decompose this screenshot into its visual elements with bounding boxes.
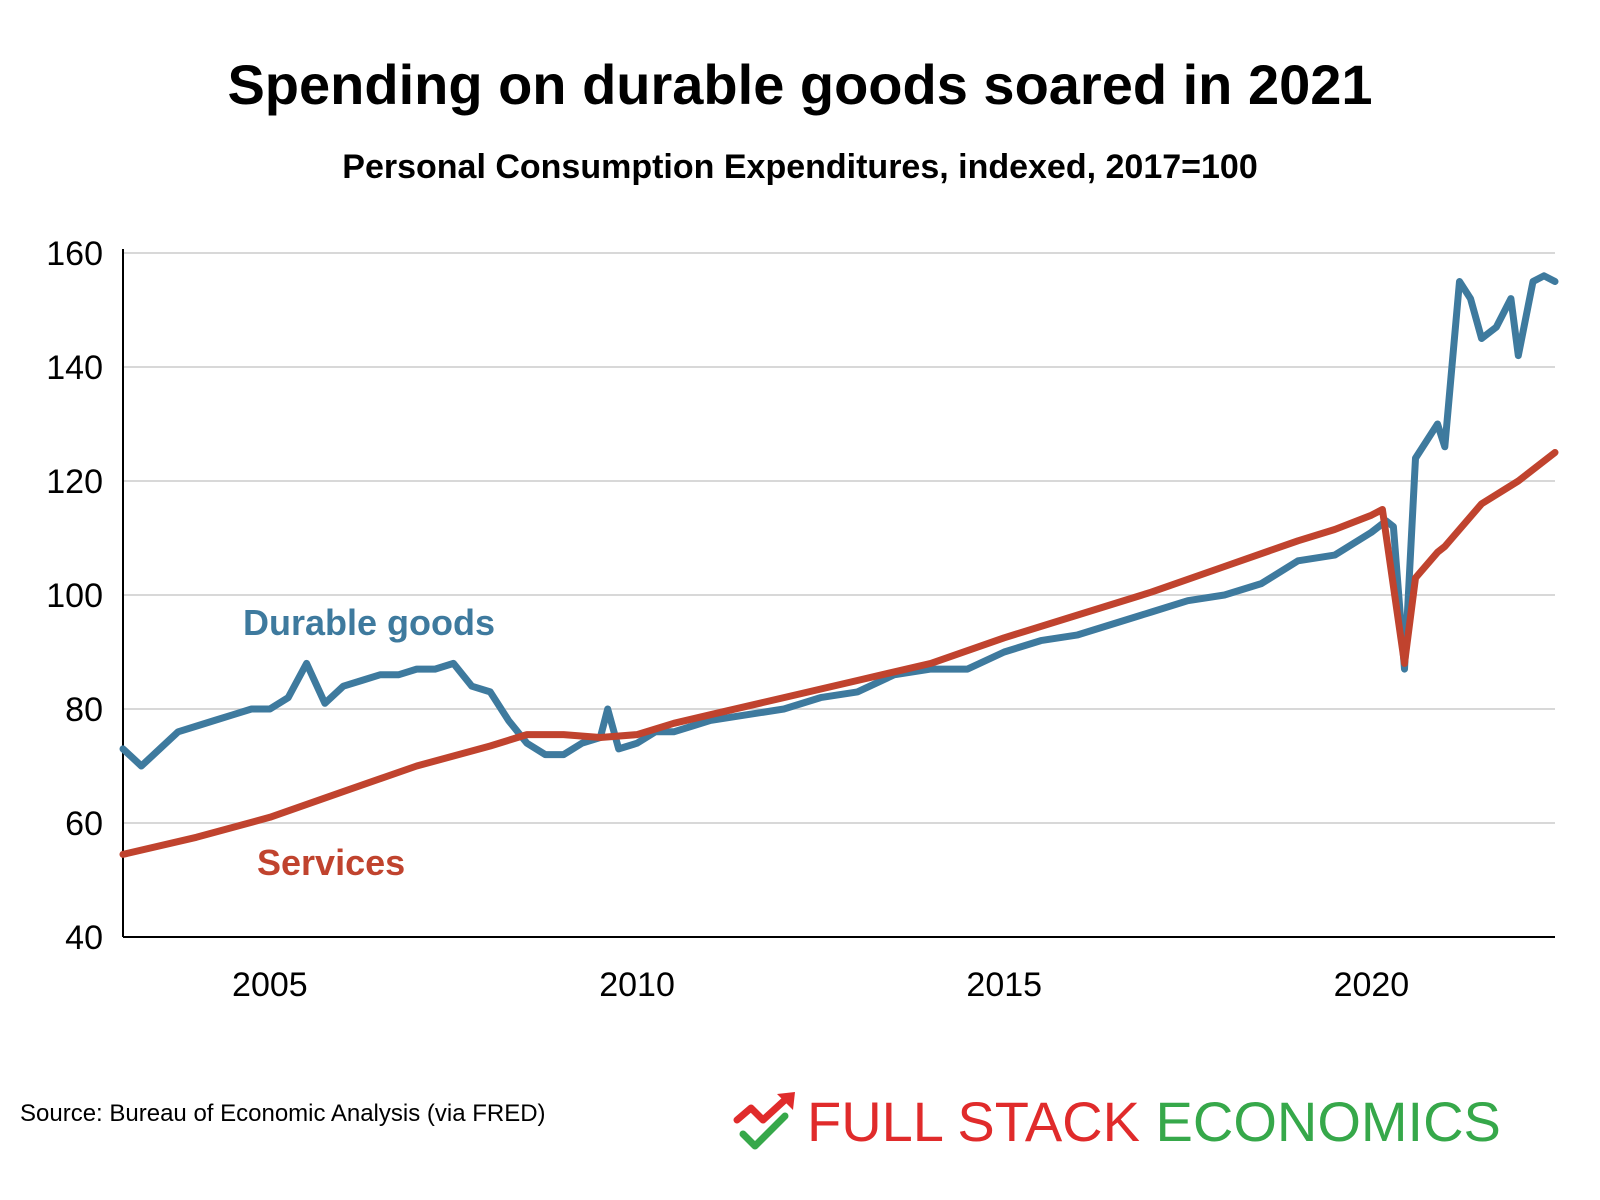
tick-labels: 40 60 80 100 120 140 160 2005 2010 2015 2020 xyxy=(46,235,1409,1004)
y-tick-label: 60 xyxy=(65,805,103,843)
annotations: Durable goods Services xyxy=(243,602,495,883)
series-lines xyxy=(119,272,1559,858)
brand-wordmark-part2: ECONOMICS xyxy=(1155,1089,1501,1153)
series-line-services xyxy=(119,449,1559,858)
brand-logo: FULL STACK ECONOMICS xyxy=(733,1086,1501,1156)
x-tick-label: 2010 xyxy=(599,966,675,1004)
services-label: Services xyxy=(257,842,405,883)
durable-goods-label: Durable goods xyxy=(243,602,495,643)
x-tick-label: 2015 xyxy=(966,966,1042,1004)
chart-title: Spending on durable goods soared in 2021 xyxy=(227,53,1373,116)
trend-arrow-check-icon xyxy=(733,1092,795,1150)
brand-wordmark-part1: FULL STACK xyxy=(807,1089,1156,1153)
y-tick-label: 140 xyxy=(46,349,103,387)
y-tick-label: 100 xyxy=(46,577,103,615)
y-tick-label: 120 xyxy=(46,463,103,501)
series-line-durable-goods xyxy=(119,272,1559,770)
chart-subtitle: Personal Consumption Expenditures, index… xyxy=(342,148,1258,186)
gridlines xyxy=(123,252,1555,824)
x-tick-label: 2020 xyxy=(1334,966,1410,1004)
source-note: Source: Bureau of Economic Analysis (via… xyxy=(20,1100,546,1127)
y-tick-label: 40 xyxy=(65,919,103,957)
x-tick-label: 2005 xyxy=(232,966,308,1004)
axes xyxy=(122,249,1555,938)
y-tick-label: 80 xyxy=(65,691,103,729)
brand-wordmark: FULL STACK ECONOMICS xyxy=(807,1089,1501,1154)
y-tick-label: 160 xyxy=(46,235,103,273)
